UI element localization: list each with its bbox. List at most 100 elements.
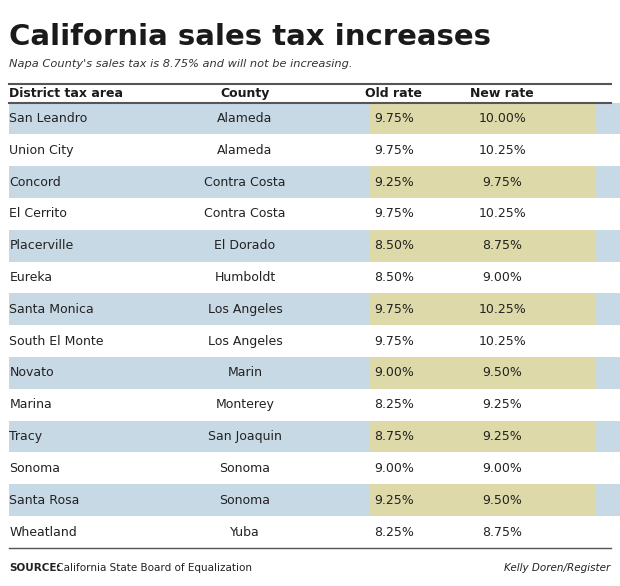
Bar xyxy=(369,198,595,230)
Text: Wheatland: Wheatland xyxy=(9,526,77,539)
Text: 9.00%: 9.00% xyxy=(482,462,522,475)
Bar xyxy=(595,198,620,230)
Text: El Dorado: El Dorado xyxy=(215,239,275,252)
Bar xyxy=(595,389,620,421)
Text: Humboldt: Humboldt xyxy=(215,271,275,284)
Bar xyxy=(9,452,369,484)
Text: 10.25%: 10.25% xyxy=(478,144,526,157)
Text: District tax area: District tax area xyxy=(9,87,123,100)
Bar xyxy=(9,166,369,198)
Text: California State Board of Equalization: California State Board of Equalization xyxy=(53,563,252,573)
Text: Sonoma: Sonoma xyxy=(219,493,270,507)
Text: 9.75%: 9.75% xyxy=(374,144,414,157)
Text: Contra Costa: Contra Costa xyxy=(204,176,286,189)
Bar xyxy=(595,484,620,516)
Text: 10.25%: 10.25% xyxy=(478,303,526,316)
Bar xyxy=(9,484,369,516)
Text: 8.50%: 8.50% xyxy=(374,271,414,284)
Text: 9.00%: 9.00% xyxy=(374,462,414,475)
Text: New rate: New rate xyxy=(471,87,534,100)
Bar xyxy=(369,230,595,261)
Bar xyxy=(9,516,369,548)
Text: Novato: Novato xyxy=(9,366,54,380)
Text: Yuba: Yuba xyxy=(230,526,260,539)
Text: 8.50%: 8.50% xyxy=(374,239,414,252)
Bar xyxy=(9,134,369,166)
Text: 9.25%: 9.25% xyxy=(374,493,414,507)
Bar xyxy=(369,134,595,166)
Text: Los Angeles: Los Angeles xyxy=(208,303,282,316)
Bar xyxy=(9,103,369,134)
Bar xyxy=(369,357,595,389)
Text: Eureka: Eureka xyxy=(9,271,53,284)
Bar xyxy=(595,325,620,357)
Text: Kelly Doren/Register: Kelly Doren/Register xyxy=(505,563,611,573)
Text: Marin: Marin xyxy=(228,366,262,380)
Text: Tracy: Tracy xyxy=(9,430,42,443)
Bar xyxy=(595,261,620,294)
Bar xyxy=(9,389,369,421)
Bar xyxy=(9,325,369,357)
Text: 10.25%: 10.25% xyxy=(478,207,526,220)
Text: 9.50%: 9.50% xyxy=(482,366,522,380)
Bar xyxy=(369,294,595,325)
Text: 8.75%: 8.75% xyxy=(482,239,522,252)
Text: Los Angeles: Los Angeles xyxy=(208,335,282,347)
Bar xyxy=(369,325,595,357)
Bar xyxy=(9,421,369,452)
Bar xyxy=(595,357,620,389)
Text: 9.25%: 9.25% xyxy=(482,398,522,411)
Text: El Cerrito: El Cerrito xyxy=(9,207,67,220)
Bar xyxy=(9,294,369,325)
Text: Alameda: Alameda xyxy=(217,112,273,125)
Text: San Joaquin: San Joaquin xyxy=(208,430,282,443)
Text: 9.50%: 9.50% xyxy=(482,493,522,507)
Text: 9.75%: 9.75% xyxy=(482,176,522,189)
Bar xyxy=(595,294,620,325)
Text: 9.25%: 9.25% xyxy=(374,176,414,189)
Bar xyxy=(369,452,595,484)
Text: County: County xyxy=(220,87,270,100)
Text: 8.25%: 8.25% xyxy=(374,398,414,411)
Bar xyxy=(369,103,595,134)
Text: South El Monte: South El Monte xyxy=(9,335,104,347)
Bar xyxy=(369,516,595,548)
Text: 8.75%: 8.75% xyxy=(374,430,414,443)
Text: Contra Costa: Contra Costa xyxy=(204,207,286,220)
Text: Napa County's sales tax is 8.75% and will not be increasing.: Napa County's sales tax is 8.75% and wil… xyxy=(9,59,353,69)
Text: Santa Rosa: Santa Rosa xyxy=(9,493,80,507)
Text: Old rate: Old rate xyxy=(365,87,422,100)
Text: SOURCE:: SOURCE: xyxy=(9,563,61,573)
Text: Santa Monica: Santa Monica xyxy=(9,303,94,316)
Bar xyxy=(595,516,620,548)
Text: 9.75%: 9.75% xyxy=(374,112,414,125)
Text: 9.75%: 9.75% xyxy=(374,335,414,347)
Text: Concord: Concord xyxy=(9,176,61,189)
Text: Marina: Marina xyxy=(9,398,52,411)
Bar xyxy=(9,261,369,294)
Text: Monterey: Monterey xyxy=(216,398,274,411)
Bar xyxy=(369,261,595,294)
Text: 9.75%: 9.75% xyxy=(374,303,414,316)
Text: 8.25%: 8.25% xyxy=(374,526,414,539)
Bar xyxy=(595,134,620,166)
Text: Alameda: Alameda xyxy=(217,144,273,157)
Text: San Leandro: San Leandro xyxy=(9,112,87,125)
Bar xyxy=(9,198,369,230)
Text: 9.00%: 9.00% xyxy=(482,271,522,284)
Text: Sonoma: Sonoma xyxy=(219,462,270,475)
Bar xyxy=(369,421,595,452)
Text: 8.75%: 8.75% xyxy=(482,526,522,539)
Bar xyxy=(369,389,595,421)
Text: 10.00%: 10.00% xyxy=(478,112,526,125)
Text: Sonoma: Sonoma xyxy=(9,462,60,475)
Text: California sales tax increases: California sales tax increases xyxy=(9,23,491,52)
Text: 9.75%: 9.75% xyxy=(374,207,414,220)
Bar xyxy=(595,103,620,134)
Text: Union City: Union City xyxy=(9,144,74,157)
Bar xyxy=(595,166,620,198)
Bar xyxy=(369,484,595,516)
Text: 10.25%: 10.25% xyxy=(478,335,526,347)
Bar xyxy=(595,452,620,484)
Text: 9.25%: 9.25% xyxy=(482,430,522,443)
